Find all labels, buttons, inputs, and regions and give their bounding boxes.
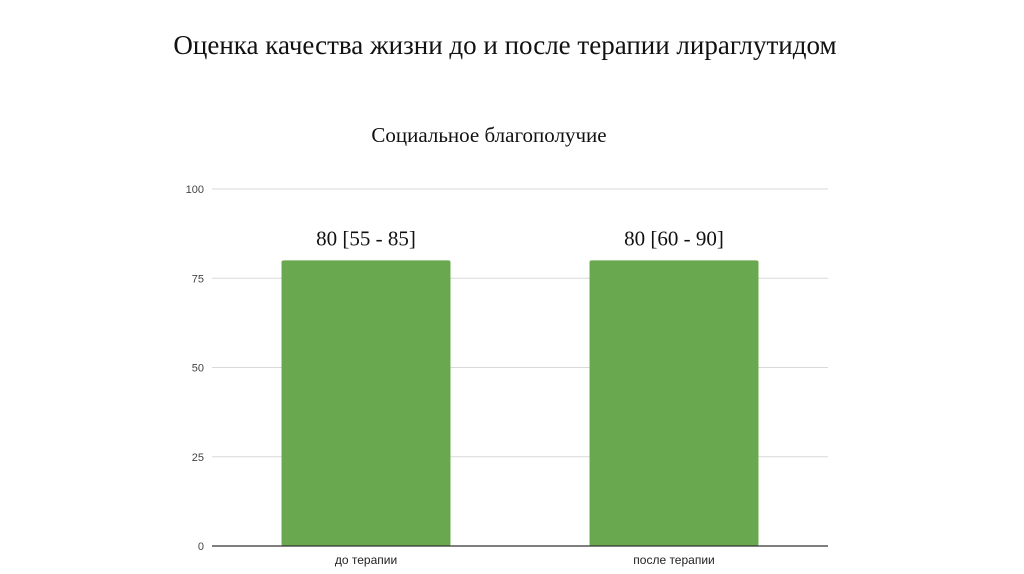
slide-title: Оценка качества жизни до и после терапии… [173, 30, 837, 60]
x-category-label: до терапии [335, 553, 397, 567]
bar-data-label: 80 [55 - 85] [316, 226, 416, 250]
bar [281, 260, 451, 546]
y-tick-label: 50 [192, 363, 204, 375]
y-tick-label: 75 [192, 273, 204, 285]
y-tick-label: 25 [192, 452, 204, 464]
x-category-label: после терапии [633, 553, 714, 567]
bar-data-label: 80 [60 - 90] [624, 226, 724, 250]
bar [589, 260, 759, 546]
y-tick-label: 0 [198, 541, 204, 553]
y-tick-label: 100 [186, 184, 204, 196]
chart-title: Социальное благополучие [371, 123, 607, 147]
